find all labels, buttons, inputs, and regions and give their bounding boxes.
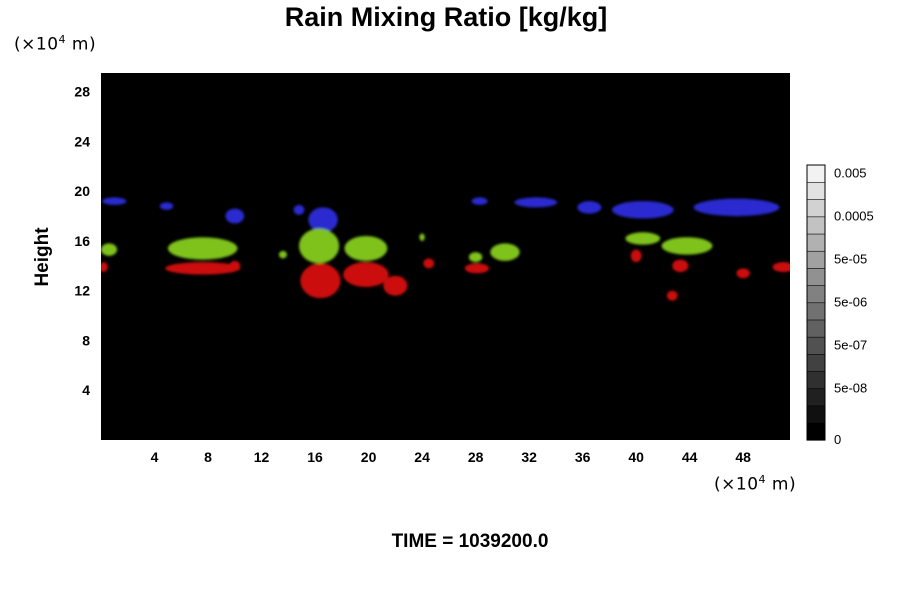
colorbar: 0 5e-08 5e-07 5e-06 5e-05 0.0005 0.005 <box>806 164 874 447</box>
rain-feature-blue <box>577 201 602 214</box>
rain-feature-green <box>661 237 713 255</box>
colorbar-tick-label: 0.005 <box>834 166 867 181</box>
rain-feature-red <box>672 259 689 273</box>
rain-feature-red <box>383 275 408 296</box>
rain-feature-green <box>419 233 425 241</box>
rain-feature-red <box>736 268 750 279</box>
x-tick-label: 4 <box>151 449 159 465</box>
rain-feature-red <box>772 262 790 273</box>
x-tick-label: 32 <box>521 449 537 465</box>
x-axis-unit: (×104 m) <box>714 473 796 495</box>
colorbar-segment <box>806 181 826 200</box>
y-unit-exponent: 4 <box>58 33 67 46</box>
colorbar-segment <box>806 336 826 355</box>
colorbar-tick-label: 0.0005 <box>834 209 874 224</box>
x-tick-label: 16 <box>307 449 323 465</box>
x-tick-label: 40 <box>628 449 644 465</box>
rain-feature-green <box>167 237 238 260</box>
colorbar-segment <box>806 353 826 372</box>
colorbar-tick-label: 5e-06 <box>834 295 867 310</box>
x-tick-label: 24 <box>414 449 430 465</box>
rain-feature-blue <box>514 197 558 208</box>
rain-feature-green <box>101 243 118 256</box>
rain-feature-red <box>101 262 108 273</box>
y-axis-ticks: 4 8 12 16 20 24 28 <box>74 84 90 399</box>
chart-title: Rain Mixing Ratio [kg/kg] <box>284 2 608 32</box>
y-axis-unit: (×104 m) <box>14 33 96 55</box>
colorbar-segment <box>806 250 826 269</box>
colorbar-segment <box>806 164 826 183</box>
rain-feature-blue <box>102 197 127 205</box>
y-tick-label: 8 <box>82 332 90 348</box>
rain-feature-blue <box>225 208 245 224</box>
colorbar-segment <box>806 216 826 235</box>
y-tick-label: 28 <box>74 84 90 100</box>
rain-feature-blue <box>308 207 338 233</box>
rain-feature-green <box>625 232 661 245</box>
rain-feature-blue <box>293 204 305 215</box>
rain-feature-green <box>299 228 340 264</box>
x-axis-ticks: 4 8 12 16 20 24 28 32 36 40 44 48 <box>151 449 752 465</box>
rain-feature-red <box>464 263 489 274</box>
colorbar-frame <box>806 164 826 441</box>
y-tick-label: 12 <box>74 283 90 299</box>
colorbar-segment <box>806 422 826 441</box>
colorbar-segment <box>806 388 826 407</box>
rain-feature-red <box>343 262 389 287</box>
colorbar-segment <box>806 302 826 321</box>
x-unit-exponent: 4 <box>758 473 767 486</box>
rain-feature-red <box>423 258 435 269</box>
rain-feature-red <box>229 260 241 271</box>
colorbar-tick-label: 5e-05 <box>834 252 867 267</box>
rain-feature-red <box>300 263 341 299</box>
x-unit-prefix: (×10 <box>714 474 759 495</box>
x-tick-label: 48 <box>735 449 751 465</box>
x-tick-label: 8 <box>204 449 212 465</box>
rain-feature-blue <box>612 201 674 219</box>
colorbar-segment <box>806 199 826 218</box>
rain-feature-red <box>666 290 678 301</box>
colorbar-segment <box>806 405 826 424</box>
colorbar-tick-label: 5e-07 <box>834 337 867 352</box>
x-tick-label: 12 <box>254 449 270 465</box>
rain-feature-green <box>278 250 287 259</box>
rain-feature-green <box>490 243 520 261</box>
x-tick-label: 36 <box>575 449 591 465</box>
rain-feature-red <box>630 249 642 263</box>
x-tick-label: 20 <box>361 449 377 465</box>
rain-feature-red <box>165 262 241 275</box>
colorbar-tick-label: 5e-08 <box>834 380 867 395</box>
x-tick-label: 44 <box>682 449 698 465</box>
colorbar-segment <box>806 370 826 390</box>
y-tick-label: 24 <box>74 133 90 149</box>
colorbar-tick-label: 0 <box>834 432 841 447</box>
rain-feature-green <box>344 235 388 261</box>
x-tick-label: 28 <box>468 449 484 465</box>
rain-feature-green <box>468 252 483 263</box>
time-label: TIME = 1039200.0 <box>391 531 549 552</box>
colorbar-segment <box>806 267 826 286</box>
colorbar-segment <box>806 285 826 304</box>
colorbar-segment <box>806 319 826 338</box>
rain-features <box>101 197 790 301</box>
rain-feature-blue <box>159 202 174 210</box>
colorbar-segment <box>806 233 826 252</box>
rain-feature-blue <box>693 198 780 217</box>
y-tick-label: 16 <box>74 233 90 249</box>
y-unit-suffix: m) <box>66 34 97 55</box>
y-tick-label: 4 <box>82 382 90 398</box>
y-unit-prefix: (×10 <box>14 34 59 55</box>
y-tick-label: 20 <box>74 183 90 199</box>
x-unit-suffix: m) <box>766 474 797 495</box>
rain-feature-blue <box>471 197 488 205</box>
